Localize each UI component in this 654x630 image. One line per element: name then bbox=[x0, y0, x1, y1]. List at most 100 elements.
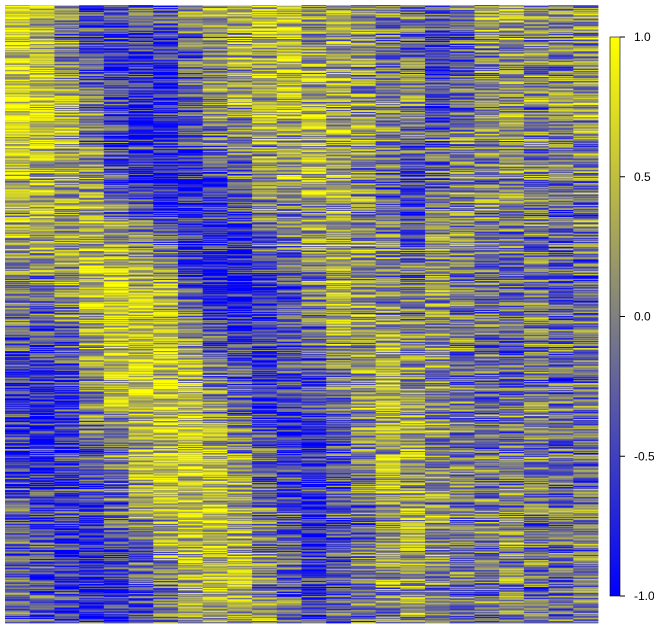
heatmap-cell bbox=[499, 27, 525, 30]
heatmap-cell bbox=[54, 22, 80, 24]
heatmap-cell bbox=[425, 49, 451, 51]
heatmap-cell bbox=[573, 51, 599, 53]
heatmap-cell bbox=[29, 56, 55, 58]
heatmap-cell bbox=[350, 54, 377, 56]
heatmap-cell bbox=[375, 56, 401, 58]
heatmap-cell bbox=[202, 27, 228, 30]
heatmap-cell bbox=[153, 5, 179, 7]
heatmap-cell bbox=[227, 69, 253, 72]
heatmap-cell bbox=[548, 69, 574, 72]
heatmap-cell bbox=[202, 54, 228, 56]
heatmap-cell bbox=[301, 49, 327, 51]
heatmap-cell bbox=[425, 62, 451, 65]
heatmap-cell bbox=[227, 67, 253, 70]
heatmap-cell bbox=[523, 58, 549, 60]
heatmap-cell bbox=[474, 48, 500, 50]
heatmap-cell bbox=[350, 59, 377, 62]
heatmap-cell bbox=[301, 8, 327, 10]
heatmap-cell bbox=[227, 31, 253, 34]
heatmap-cell bbox=[449, 63, 475, 66]
heatmap-cell bbox=[54, 45, 80, 47]
heatmap-cell bbox=[29, 9, 55, 11]
heatmap-cell bbox=[474, 44, 500, 46]
heatmap-cell bbox=[449, 71, 475, 74]
heatmap-cell bbox=[499, 60, 525, 63]
heatmap-cell bbox=[326, 31, 352, 34]
heatmap-cell bbox=[301, 70, 327, 73]
heatmap-cell bbox=[573, 32, 599, 35]
heatmap-cell bbox=[252, 19, 278, 21]
heatmap-cell bbox=[227, 65, 253, 68]
heatmap-cell bbox=[103, 45, 129, 47]
heatmap-cell bbox=[400, 13, 426, 15]
heatmap-cell bbox=[276, 55, 302, 57]
heatmap-cell bbox=[54, 51, 80, 53]
heatmap-cell bbox=[5, 16, 31, 18]
heatmap-cell bbox=[79, 70, 105, 73]
heatmap-cell bbox=[474, 15, 500, 17]
heatmap-cell bbox=[573, 16, 599, 18]
heatmap-cell bbox=[202, 47, 228, 49]
heatmap-cell bbox=[375, 10, 401, 12]
heatmap-cell bbox=[252, 61, 278, 64]
heatmap-cell bbox=[375, 60, 401, 63]
heatmap-cell bbox=[326, 30, 352, 33]
heatmap-cell bbox=[103, 52, 129, 54]
heatmap-cell bbox=[177, 66, 204, 69]
heatmap-cell bbox=[252, 15, 278, 17]
heatmap-cell bbox=[177, 13, 204, 15]
heatmap-cell bbox=[276, 57, 302, 59]
heatmap-cell bbox=[79, 31, 105, 34]
heatmap-cell bbox=[103, 22, 129, 24]
heatmap-cell bbox=[29, 69, 55, 72]
heatmap-cell bbox=[350, 43, 377, 45]
heatmap-cell bbox=[227, 37, 253, 40]
heatmap-cell bbox=[548, 31, 574, 34]
heatmap-cell bbox=[425, 45, 451, 47]
heatmap-cell bbox=[375, 13, 401, 15]
heatmap-cell bbox=[128, 6, 154, 8]
heatmap-cell bbox=[326, 6, 352, 8]
heatmap-cell bbox=[153, 24, 179, 26]
heatmap-cell bbox=[301, 34, 327, 37]
heatmap-cell bbox=[54, 55, 80, 57]
heatmap-cell bbox=[523, 51, 549, 53]
heatmap-cell bbox=[5, 25, 31, 28]
heatmap-cell bbox=[202, 57, 228, 59]
heatmap-cell bbox=[375, 61, 401, 64]
heatmap-cell bbox=[548, 67, 574, 70]
heatmap-cell bbox=[29, 13, 55, 15]
heatmap-cell bbox=[548, 20, 574, 22]
heatmap-cell bbox=[375, 30, 401, 33]
heatmap-cell bbox=[202, 41, 228, 43]
heatmap-cell bbox=[153, 12, 179, 14]
heatmap-cell bbox=[523, 49, 549, 51]
heatmap-cell bbox=[29, 8, 55, 10]
heatmap-cell bbox=[29, 44, 55, 46]
heatmap-cell bbox=[227, 33, 253, 36]
heatmap-cell bbox=[548, 49, 574, 51]
heatmap-cell bbox=[54, 61, 80, 64]
heatmap-cell bbox=[573, 67, 599, 70]
heatmap-cell bbox=[54, 64, 80, 67]
heatmap-cell bbox=[5, 6, 31, 8]
heatmap-cell bbox=[350, 23, 377, 25]
heatmap-cell bbox=[425, 67, 451, 70]
heatmap-cell bbox=[449, 24, 475, 26]
heatmap-cell bbox=[350, 47, 377, 49]
heatmap-cell bbox=[252, 9, 278, 11]
heatmap-cell bbox=[350, 65, 377, 68]
heatmap-cell bbox=[54, 36, 80, 39]
heatmap-cell bbox=[326, 11, 352, 13]
heatmap-cell bbox=[202, 44, 228, 46]
heatmap-cell bbox=[499, 15, 525, 17]
heatmap-cell bbox=[350, 29, 377, 32]
heatmap-cell bbox=[375, 63, 401, 66]
heatmap-cell bbox=[548, 17, 574, 19]
heatmap-cell bbox=[350, 69, 377, 72]
heatmap-cell bbox=[523, 71, 549, 74]
heatmap-cell bbox=[276, 71, 302, 74]
heatmap-cell bbox=[54, 5, 80, 7]
heatmap-cell bbox=[153, 36, 179, 39]
heatmap-cell bbox=[276, 5, 302, 7]
